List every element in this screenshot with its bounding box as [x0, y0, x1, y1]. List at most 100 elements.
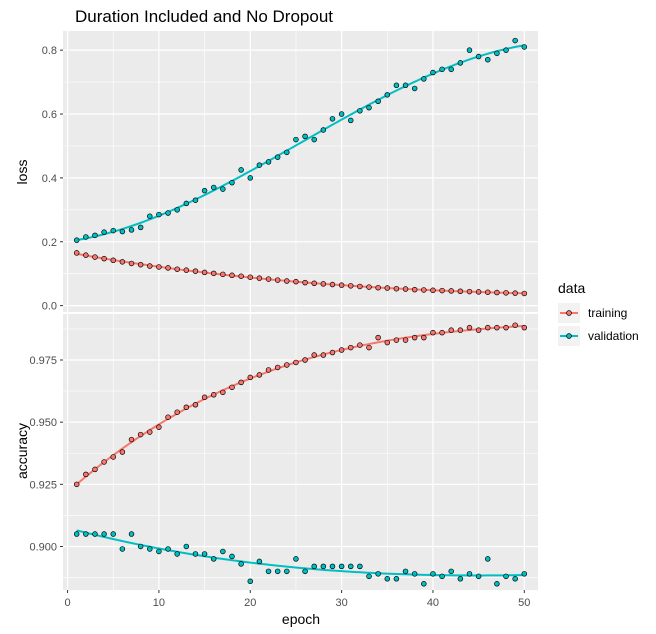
validation-point: [128, 531, 135, 537]
training-point: [220, 271, 226, 278]
training-point: [192, 268, 199, 274]
validation-point: [192, 197, 199, 203]
training-point: [421, 287, 427, 293]
training-point: [265, 276, 272, 282]
validation-point: [174, 551, 180, 557]
validation-point: [512, 37, 518, 44]
validation-point: [320, 563, 327, 570]
validation-point: [430, 69, 436, 76]
training-point: [201, 269, 208, 276]
training-point: [128, 436, 135, 443]
training-point: [274, 364, 281, 371]
validation-point: [284, 568, 290, 575]
validation-point: [302, 133, 308, 140]
training-point: [329, 349, 336, 356]
training-point: [338, 347, 345, 353]
validation-point: [183, 200, 190, 207]
validation-point: [393, 82, 400, 89]
training-point: [256, 372, 263, 378]
validation-point: [521, 44, 528, 50]
validation-point: [357, 108, 363, 114]
x-tick-label: 0: [65, 597, 71, 609]
validation-point: [338, 111, 345, 117]
loss-panel: 0.0 0.2 0.4 0.6 0.8: [42, 31, 538, 313]
validation-point: [220, 548, 226, 555]
validation-point: [137, 224, 144, 231]
validation-point: [384, 576, 391, 582]
validation-point: [329, 563, 336, 570]
training-point: [384, 339, 391, 346]
validation-point: [466, 571, 473, 577]
validation-point: [156, 548, 162, 555]
x-tick-label: 50: [518, 597, 530, 609]
training-point: [156, 264, 162, 270]
training-point: [201, 394, 208, 401]
training-point: [402, 286, 409, 292]
validation-point: [201, 187, 208, 194]
y-tick-label: 0.925: [29, 479, 57, 491]
validation-point: [320, 127, 327, 133]
validation-point: [256, 558, 263, 565]
training-point: [457, 288, 464, 294]
training-point: [503, 290, 509, 296]
training-point: [101, 255, 107, 262]
training-point: [366, 344, 372, 351]
validation-point: [265, 568, 272, 575]
training-point: [183, 267, 190, 273]
training-point: [192, 402, 199, 408]
validation-point: [293, 556, 299, 562]
x-axis-title: epoch: [282, 611, 320, 627]
accuracy-axis-title: accuracy: [14, 423, 30, 479]
training-point: [247, 374, 254, 381]
training-point: [457, 327, 464, 333]
validation-point: [128, 227, 135, 233]
validation-point: [110, 227, 116, 234]
validation-point: [421, 581, 427, 587]
training-point: [320, 281, 327, 287]
training-point: [274, 277, 281, 283]
validation-point: [421, 76, 427, 82]
validation-point: [174, 207, 180, 213]
loss-panel-background: [63, 31, 538, 312]
training-point: [521, 290, 528, 297]
validation-point: [466, 47, 473, 53]
validation-point: [329, 116, 336, 122]
training-point: [411, 334, 418, 341]
validation-point: [147, 546, 153, 552]
validation-point: [448, 568, 454, 575]
training-point: [448, 327, 454, 333]
training-point: [220, 389, 226, 396]
validation-point: [375, 98, 381, 104]
validation-point: [274, 154, 281, 160]
validation-point: [411, 571, 418, 577]
validation-point: [439, 573, 445, 580]
training-point: [128, 260, 135, 267]
training-point: [92, 466, 98, 473]
training-point: [293, 359, 299, 366]
accuracy-panel: 0.900 0.925 0.950 0.975: [29, 314, 538, 590]
training-point: [512, 290, 518, 296]
validation-point: [475, 573, 482, 580]
validation-point: [402, 82, 409, 89]
training-point: [430, 287, 436, 294]
training-point: [347, 344, 354, 351]
training-point: [357, 283, 363, 290]
validation-point: [393, 576, 400, 582]
y-tick-label: 0.2: [42, 237, 57, 249]
training-point: [439, 287, 445, 294]
chart-title: Duration Included and No Dropout: [75, 7, 333, 26]
training-point: [466, 324, 473, 331]
training-point: [238, 273, 244, 279]
validation-point: [92, 531, 98, 537]
validation-trend-line: [76, 44, 525, 242]
training-point: [485, 289, 491, 295]
validation-point: [302, 568, 308, 575]
validation-point: [485, 556, 491, 562]
training-point: [494, 289, 500, 296]
validation-point: [274, 568, 281, 575]
y-tick-label: 0.900: [29, 541, 57, 553]
validation-point: [201, 551, 208, 557]
x-tick-label: 10: [153, 597, 165, 609]
validation-point: [119, 546, 126, 552]
